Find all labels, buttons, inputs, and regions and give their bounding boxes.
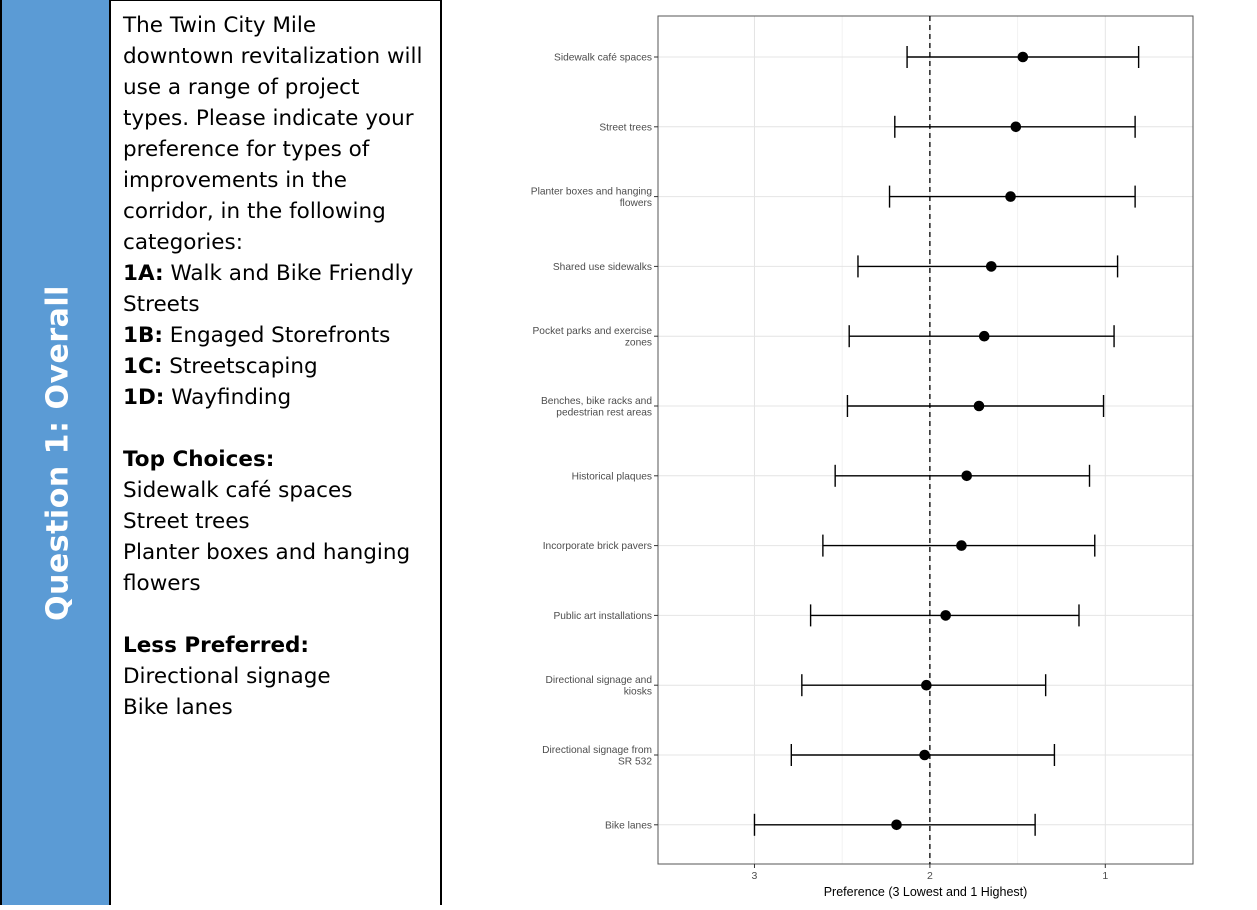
category-label: Streetscaping <box>169 354 318 379</box>
top-choices-heading: Top Choices: <box>123 447 275 472</box>
category-label: Public art installations <box>553 611 652 622</box>
intro-text: The Twin City Mile downtown revitalizati… <box>123 13 423 255</box>
category-code: 1C: <box>123 354 163 379</box>
data-point <box>1017 51 1029 63</box>
data-point <box>891 819 902 831</box>
less-preferred-heading: Less Preferred: <box>123 633 310 658</box>
data-point <box>978 330 990 342</box>
category-code: 1A: <box>123 261 164 286</box>
category-label: Planter boxes and hanging flowers <box>531 186 653 209</box>
x-tick-label: 3 <box>752 870 758 882</box>
top-choice-item: Planter boxes and hanging flowers <box>123 540 411 596</box>
data-point <box>1005 191 1016 202</box>
data-point <box>961 470 973 482</box>
category-label: Wayfinding <box>171 385 292 410</box>
data-point <box>940 610 951 621</box>
data-point <box>973 400 985 412</box>
data-point <box>1010 121 1022 133</box>
category-label: Walk and Bike Friendly Streets <box>123 261 414 317</box>
question-title: Question 1: Overall <box>40 285 76 621</box>
chart-x-ticks: 3 2 1 <box>752 864 1108 882</box>
category-label: Engaged Storefronts <box>169 323 391 348</box>
data-point <box>985 261 997 272</box>
category-item: 1A: Walk and Bike Friendly Streets <box>123 258 432 320</box>
category-label: Sidewalk café spaces <box>554 53 652 64</box>
category-label: Shared use sidewalks <box>553 262 652 273</box>
data-point <box>919 749 930 761</box>
x-axis-label: Preference (3 Lowest and 1 Highest) <box>824 885 1028 899</box>
category-label: Directional signage from SR 532 <box>542 745 652 768</box>
category-code: 1D: <box>123 385 165 410</box>
category-item: 1D: Wayfinding <box>123 382 432 413</box>
category-label: Historical plaques <box>572 471 652 482</box>
question-sidebar: Question 1: Overall <box>0 0 111 905</box>
data-point <box>921 679 932 691</box>
plot-panel-border <box>657 15 1194 865</box>
preference-chart: Sidewalk café spaces Street trees Planter … <box>442 0 1257 905</box>
category-label: Directional signage and kiosks <box>546 675 653 698</box>
category-item: 1B: Engaged Storefronts <box>123 320 432 351</box>
chart-marks <box>753 16 1140 864</box>
top-choice-item: Sidewalk café spaces <box>123 478 353 503</box>
x-tick-label: 2 <box>927 870 933 882</box>
less-preferred-item: Directional signage <box>123 664 331 689</box>
top-choice-item: Street trees <box>123 509 250 534</box>
category-label: Incorporate brick pavers <box>543 541 652 552</box>
chart-svg: Sidewalk café spaces Street trees Planter … <box>442 0 1257 905</box>
category-label: Benches, bike racks and pedestrian rest a… <box>541 396 652 419</box>
category-label: Bike lanes <box>605 820 652 831</box>
data-point <box>956 540 967 551</box>
category-label: Pocket parks and exercise zones <box>533 326 653 349</box>
category-item: 1C: Streetscaping <box>123 351 432 382</box>
category-list: 1A: Walk and Bike Friendly Streets 1B: E… <box>123 258 432 413</box>
description-panel: The Twin City Mile downtown revitalizati… <box>111 0 442 905</box>
category-code: 1B: <box>123 323 163 348</box>
x-tick-label: 1 <box>1102 870 1108 882</box>
category-label: Street trees <box>599 122 652 133</box>
less-preferred-item: Bike lanes <box>123 695 233 720</box>
chart-category-labels: Sidewalk café spaces Street trees Planter … <box>531 53 658 831</box>
